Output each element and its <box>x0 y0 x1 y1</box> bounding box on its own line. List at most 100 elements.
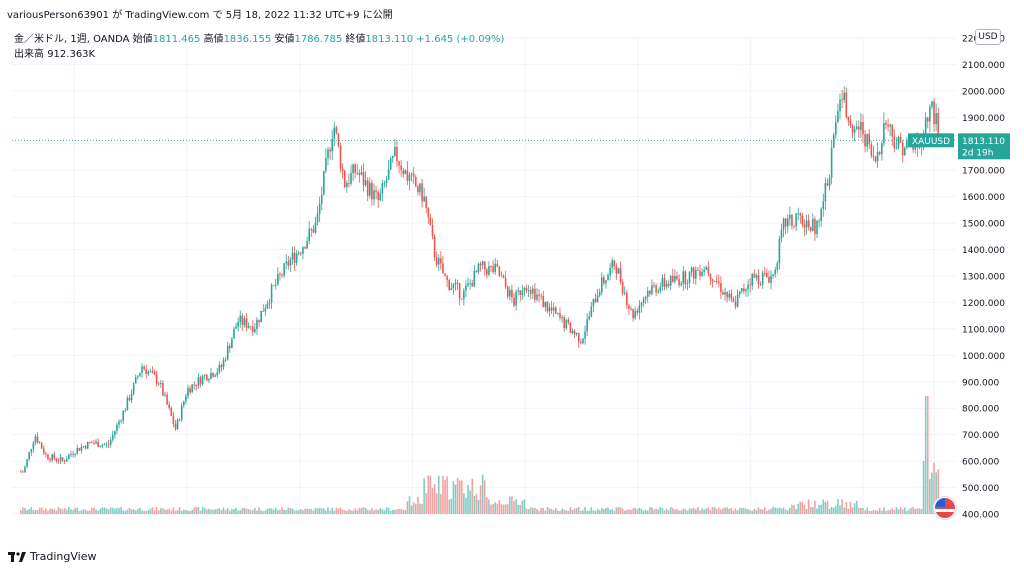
candle-body <box>74 453 76 455</box>
volume-bar <box>279 509 281 514</box>
volume-bar <box>157 510 160 514</box>
volume-bar <box>86 510 89 514</box>
candle-body <box>126 397 129 411</box>
volume-label[interactable]: 出来高 <box>14 49 44 60</box>
volume-bar <box>178 507 181 514</box>
candle-body <box>511 289 513 298</box>
candle-body <box>613 260 616 267</box>
currency-badge[interactable]: USD <box>975 29 1001 45</box>
candle-body <box>429 217 432 226</box>
volume-bar <box>582 510 584 514</box>
volume-bar <box>550 508 553 514</box>
volume-bar <box>477 499 480 514</box>
volume-bar <box>920 508 923 514</box>
volume-bar <box>496 503 499 514</box>
candle-body <box>582 338 584 344</box>
candle-body <box>887 124 889 127</box>
candle-body <box>274 284 277 286</box>
candle-body <box>559 313 561 318</box>
candle-body <box>444 273 446 277</box>
volume-bar <box>26 510 28 514</box>
volume-bar <box>312 510 315 514</box>
y-tick-label: 1300.000 <box>962 273 1005 283</box>
volume-bar <box>38 507 41 514</box>
volume-bar <box>84 509 87 514</box>
candle-body <box>567 319 570 323</box>
volume-bar <box>743 507 745 514</box>
volume-bar <box>47 510 49 514</box>
candle-body <box>778 238 781 264</box>
candle-body <box>245 318 248 329</box>
volume-bar <box>132 509 135 514</box>
volume-bar <box>193 507 196 514</box>
volume-bar <box>97 510 99 514</box>
candle-body <box>396 146 398 162</box>
candle-body <box>784 218 787 227</box>
candle-body <box>557 313 559 314</box>
candle-body <box>761 272 764 285</box>
volume-bar <box>400 508 402 514</box>
volume-bar <box>701 508 703 514</box>
candle-body <box>732 298 735 302</box>
candle-body <box>536 294 538 300</box>
candle-body <box>563 316 565 329</box>
candle-body <box>617 268 620 274</box>
candle-body <box>642 299 645 303</box>
volume-bar <box>304 508 306 514</box>
volume-bar <box>914 508 917 514</box>
price-chart[interactable]: 2200.0002100.0002000.0001900.0001800.000… <box>12 26 1014 519</box>
candle-body <box>410 173 413 175</box>
candle-body <box>373 190 375 200</box>
volume-bar <box>475 493 478 514</box>
candle-body <box>883 123 885 144</box>
volume-bar <box>118 508 120 514</box>
candle-body <box>241 315 244 325</box>
volume-bar <box>34 509 37 514</box>
candle-body <box>463 290 465 300</box>
candle-body <box>155 374 158 384</box>
candle-body <box>899 136 902 143</box>
volume-bar <box>713 507 716 514</box>
volume-bar <box>554 508 557 514</box>
symbol-label[interactable]: 金／米ドル, 1週, OANDA <box>14 34 130 45</box>
volume-bar <box>563 509 565 514</box>
close-label: 終値 <box>345 34 366 45</box>
volume-bar <box>325 510 327 514</box>
candle-body <box>759 284 762 285</box>
us-flag-icon[interactable] <box>934 497 956 519</box>
candle-body <box>807 220 810 228</box>
volume-bar <box>665 508 668 514</box>
candle-body <box>84 446 87 449</box>
volume-bar <box>442 475 444 514</box>
candle-body <box>300 252 302 254</box>
candle-body <box>193 384 196 386</box>
candle-body <box>860 121 862 130</box>
candle-body <box>442 263 444 274</box>
volume-bar <box>724 507 726 514</box>
candle-body <box>469 282 471 284</box>
volume-bar <box>709 509 712 514</box>
candle-body <box>40 443 43 449</box>
volume-bar <box>613 510 616 514</box>
volume-bar <box>924 396 927 514</box>
volume-bar <box>362 507 365 514</box>
tradingview-logo-icon <box>8 551 26 562</box>
candle-body <box>695 269 697 279</box>
volume-bar <box>889 509 891 514</box>
candle-body <box>417 186 419 193</box>
candle-body <box>818 220 820 222</box>
volume-bar <box>172 507 175 514</box>
volume-bar <box>210 509 212 514</box>
candle-body <box>519 290 522 295</box>
volume-bar <box>358 507 361 514</box>
candle-body <box>381 183 384 194</box>
volume-bar <box>168 508 170 514</box>
candle-body <box>655 285 657 293</box>
volume-bar <box>149 508 152 514</box>
volume-bar <box>203 508 206 514</box>
candle-body <box>68 455 70 460</box>
candle-body <box>101 444 104 447</box>
candle-body <box>571 330 574 334</box>
candle-body <box>776 263 779 270</box>
candle-body <box>116 424 118 432</box>
